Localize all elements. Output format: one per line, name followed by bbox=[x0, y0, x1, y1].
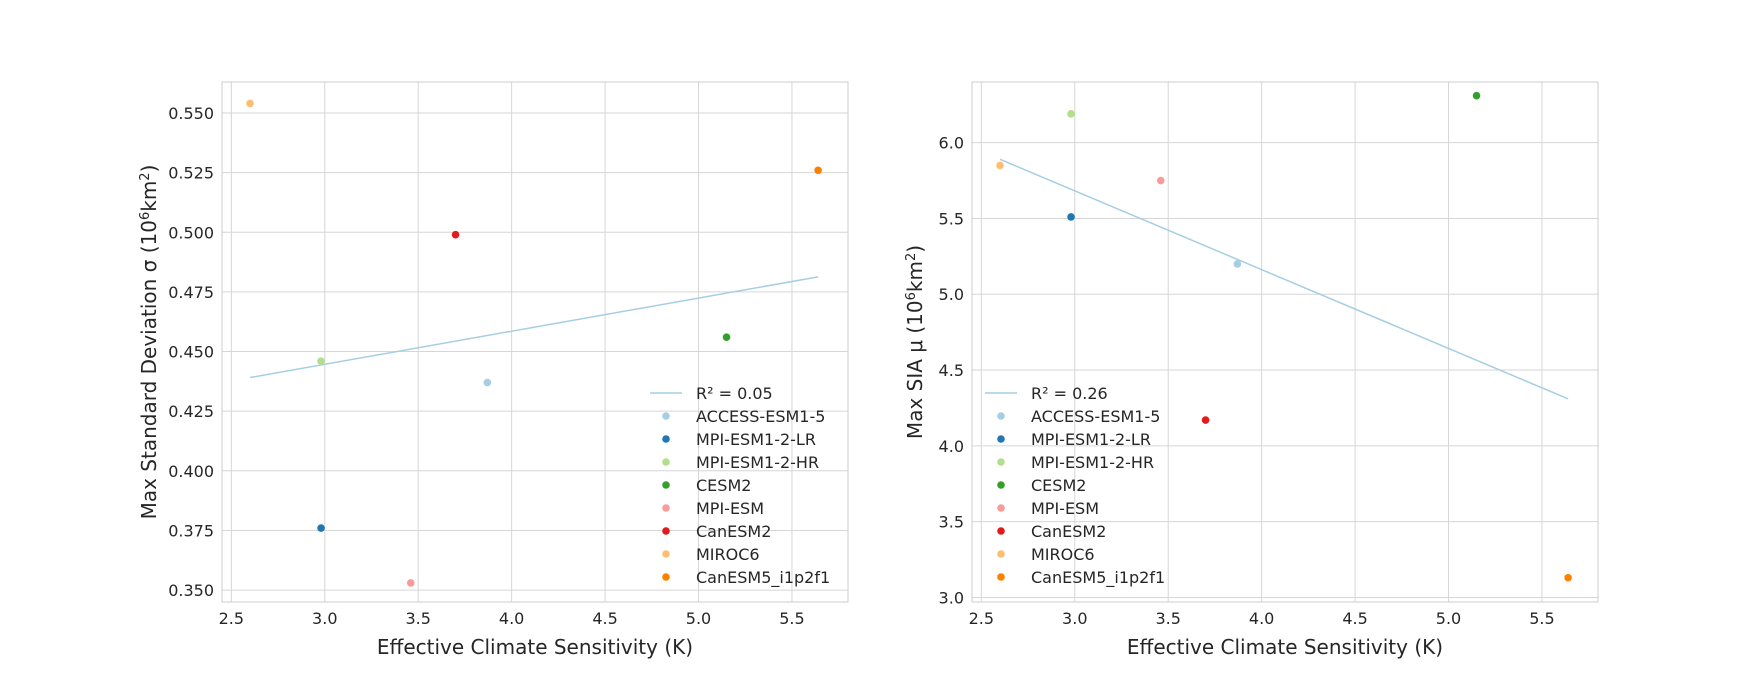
legend-marker bbox=[997, 573, 1005, 581]
data-point bbox=[451, 230, 460, 239]
y-tick-label: 0.375 bbox=[168, 521, 214, 540]
legend-label: ACCESS-ESM1-5 bbox=[696, 407, 825, 426]
y-tick-label: 0.525 bbox=[168, 164, 214, 183]
x-axis-title: Effective Climate Sensitivity (K) bbox=[377, 635, 693, 659]
y-tick-label: 4.5 bbox=[939, 361, 964, 380]
data-point bbox=[996, 161, 1004, 170]
legend-label: MPI-ESM1-2-LR bbox=[1031, 430, 1151, 449]
data-point bbox=[406, 579, 415, 587]
y-tick-label: 6.0 bbox=[939, 134, 964, 153]
legend-marker bbox=[997, 412, 1005, 420]
x-tick-label: 3.0 bbox=[312, 609, 337, 628]
legend-label: CanESM2 bbox=[1031, 522, 1106, 541]
data-point bbox=[722, 333, 731, 342]
legend-label: CanESM5_i1p2f1 bbox=[1031, 568, 1165, 588]
x-tick-label: 5.0 bbox=[686, 609, 711, 628]
y-tick-label: 0.475 bbox=[168, 283, 214, 302]
x-tick-label: 4.0 bbox=[1249, 609, 1274, 628]
data-point bbox=[1067, 213, 1075, 221]
legend-marker bbox=[997, 527, 1005, 535]
legend-marker bbox=[662, 481, 670, 489]
y-tick-label: 0.450 bbox=[168, 343, 214, 362]
y-tick-label: 5.5 bbox=[939, 209, 964, 228]
legend-label: CanESM5_i1p2f1 bbox=[696, 568, 830, 588]
x-tick-label: 4.5 bbox=[592, 609, 617, 628]
right-scatter-panel: 2.5 3.0 3.5 4.0 4.5 5.0 5.5 3.0 3.5 4.0 4.5 5.0 5.5 6… bbox=[903, 81, 1599, 659]
data-point bbox=[1564, 573, 1572, 582]
legend-marker bbox=[662, 412, 670, 420]
legend-label: MPI-ESM bbox=[696, 499, 764, 518]
x-tick-label: 3.0 bbox=[1062, 609, 1087, 628]
legend-label: CanESM2 bbox=[696, 522, 771, 541]
left-scatter-panel: 2.5 3.0 3.5 4.0 4.5 5.0 5.5 0.350 0.375 0.400 0.42… bbox=[137, 81, 849, 659]
regression-line bbox=[249, 276, 819, 379]
data-point bbox=[317, 524, 325, 532]
y-tick-label: 3.5 bbox=[939, 513, 964, 532]
legend-label: MPI-ESM bbox=[1031, 499, 1099, 518]
y-tick-label: 0.350 bbox=[168, 581, 214, 600]
data-point bbox=[814, 166, 822, 175]
legend-marker bbox=[997, 458, 1005, 466]
legend-marker bbox=[662, 504, 670, 512]
x-tick-label: 4.5 bbox=[1342, 609, 1367, 628]
data-point bbox=[1201, 416, 1210, 424]
data-point bbox=[1233, 260, 1242, 268]
x-tick-label: 5.0 bbox=[1436, 609, 1461, 628]
legend-label: MPI-ESM1-2-LR bbox=[696, 430, 816, 449]
data-point bbox=[246, 99, 254, 108]
legend-marker bbox=[997, 504, 1005, 512]
legend-marker bbox=[997, 550, 1005, 558]
x-tick-label: 5.5 bbox=[1529, 609, 1554, 628]
legend-marker bbox=[662, 435, 670, 443]
y-axis-title: Max SIA μ (106km2) bbox=[903, 245, 927, 439]
plot-frame bbox=[971, 81, 1599, 603]
y-axis-title: Max Standard Deviation σ (106km2) bbox=[137, 165, 161, 520]
legend-label: CESM2 bbox=[696, 476, 751, 495]
data-point bbox=[317, 357, 325, 365]
y-tick-label: 4.0 bbox=[939, 437, 964, 456]
legend: R² = 0.26 ACCESS-ESM1-5 MPI-ESM1-2-LR MPI-E… bbox=[985, 384, 1165, 588]
y-tick-label: 0.425 bbox=[168, 402, 214, 421]
x-axis-title: Effective Climate Sensitivity (K) bbox=[1127, 635, 1443, 659]
data-point bbox=[483, 378, 492, 387]
x-tick-label: 2.5 bbox=[969, 609, 994, 628]
x-tick-label: 5.5 bbox=[779, 609, 804, 628]
legend-marker bbox=[662, 573, 670, 581]
y-tick-label: 0.400 bbox=[168, 462, 214, 481]
x-tick-label: 4.0 bbox=[499, 609, 524, 628]
legend-label: MIROC6 bbox=[696, 545, 760, 564]
legend-fit-label: R² = 0.05 bbox=[696, 384, 773, 403]
legend-marker bbox=[997, 435, 1005, 443]
x-tick-label: 3.5 bbox=[405, 609, 430, 628]
data-point bbox=[1472, 91, 1481, 100]
legend-marker bbox=[662, 527, 670, 535]
legend-label: MPI-ESM1-2-HR bbox=[696, 453, 819, 472]
legend-marker bbox=[997, 481, 1005, 489]
legend-marker bbox=[662, 458, 670, 466]
legend-label: CESM2 bbox=[1031, 476, 1086, 495]
legend-label: MIROC6 bbox=[1031, 545, 1095, 564]
data-point bbox=[1156, 176, 1165, 185]
legend-label: ACCESS-ESM1-5 bbox=[1031, 407, 1160, 426]
y-tick-label: 0.500 bbox=[168, 223, 214, 242]
legend-label: MPI-ESM1-2-HR bbox=[1031, 453, 1154, 472]
legend-fit-label: R² = 0.26 bbox=[1031, 384, 1108, 403]
data-point bbox=[1067, 110, 1075, 118]
plot-frame bbox=[221, 81, 849, 603]
x-tick-label: 3.5 bbox=[1155, 609, 1180, 628]
y-tick-label: 3.0 bbox=[939, 588, 964, 607]
legend: R² = 0.05 ACCESS-ESM1-5 MPI-ESM1-2-LR MPI-E… bbox=[650, 384, 830, 588]
y-tick-label: 0.550 bbox=[168, 104, 214, 123]
legend-marker bbox=[662, 550, 670, 558]
y-tick-label: 5.0 bbox=[939, 285, 964, 304]
x-tick-label: 2.5 bbox=[219, 609, 244, 628]
regression-line bbox=[999, 158, 1569, 400]
